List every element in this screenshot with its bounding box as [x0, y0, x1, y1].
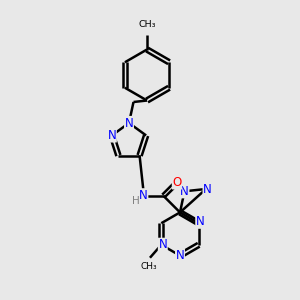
Text: O: O — [172, 176, 182, 189]
Text: N: N — [176, 249, 184, 262]
Text: CH₃: CH₃ — [138, 20, 156, 29]
Text: N: N — [180, 185, 189, 198]
Text: N: N — [203, 182, 212, 196]
Text: CH₃: CH₃ — [141, 262, 158, 271]
Text: H: H — [132, 196, 140, 206]
Text: N: N — [124, 116, 134, 130]
Text: N: N — [158, 238, 167, 251]
Text: N: N — [107, 129, 116, 142]
Text: N: N — [139, 189, 148, 202]
Text: N: N — [196, 215, 205, 228]
